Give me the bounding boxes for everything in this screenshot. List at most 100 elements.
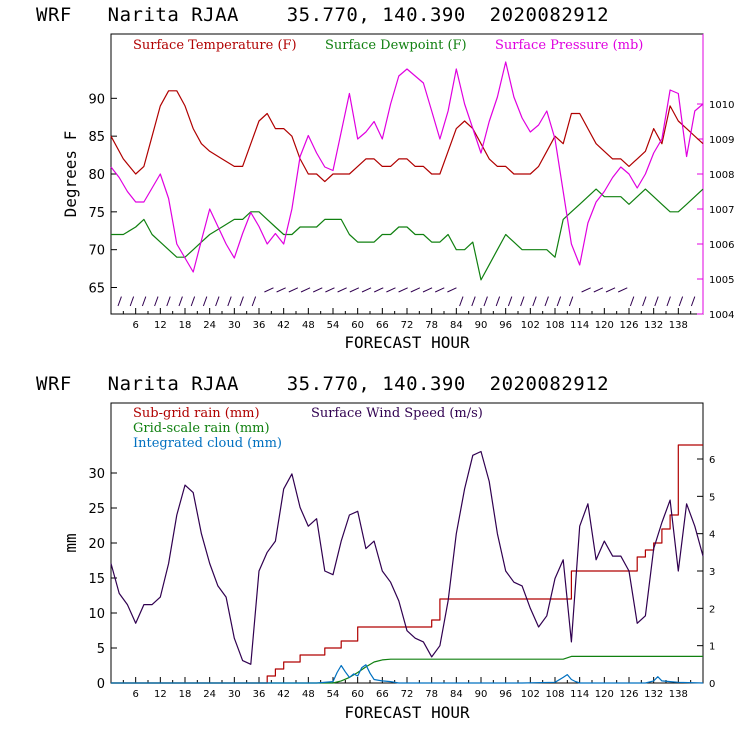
wind-barb <box>337 287 347 293</box>
wind-barb <box>654 296 659 307</box>
panel2-series <box>110 444 704 684</box>
series-sub-grid-rain-mm <box>111 444 703 684</box>
panel2-xlabel: FORECAST HOUR <box>344 703 470 722</box>
x-tick-label: 30 <box>228 689 241 700</box>
x-tick-label: 138 <box>669 689 688 700</box>
y-tick-label: 30 <box>88 467 105 482</box>
x-tick-label: 6 <box>132 320 138 331</box>
x-tick-label: 12 <box>154 320 167 331</box>
x-tick-label: 18 <box>179 689 192 700</box>
wind-barb <box>447 287 457 293</box>
wind-barb <box>166 296 171 307</box>
x-tick-label: 78 <box>425 689 438 700</box>
wind-barb <box>678 296 684 307</box>
x-tick-label: 90 <box>475 320 488 331</box>
y2-tick-label: 1008 <box>709 170 734 181</box>
wind-barb <box>227 296 232 307</box>
panel2-title: WRF Narita RJAA 35.770, 140.390 20200829… <box>36 373 609 395</box>
wind-barb <box>593 287 604 293</box>
wind-barb <box>325 287 335 293</box>
x-tick-label: 18 <box>179 320 192 331</box>
y2-tick-label: 6 <box>709 455 715 466</box>
y2-tick-label: 3 <box>709 567 715 578</box>
wind-barb <box>459 296 464 307</box>
x-tick-label: 102 <box>521 689 540 700</box>
series-integrated-cloud-mm <box>111 664 704 684</box>
x-tick-label: 126 <box>619 320 638 331</box>
x-tick-label: 120 <box>595 689 614 700</box>
x-tick-label: 36 <box>253 689 266 700</box>
x-tick-label: 114 <box>570 320 589 331</box>
panel2-ylabel: mm <box>61 533 80 552</box>
wind-barb <box>386 287 396 293</box>
panel2-axes: 6 12 18 24 30 36 42 48 54 60 66 72 78 84 90 96 102 108 114… <box>88 455 715 700</box>
wind-barb <box>312 287 323 293</box>
series-surface-wind-speed-m-s <box>110 450 704 665</box>
panel1-title: WRF Narita RJAA 35.770, 140.390 20200829… <box>36 4 609 26</box>
legend-pressure: Surface Pressure (mb) <box>495 38 643 53</box>
y-tick-label: 85 <box>88 130 105 145</box>
wind-barb <box>434 287 445 293</box>
x-tick-label: 96 <box>499 320 512 331</box>
x-tick-label: 66 <box>376 689 389 700</box>
wind-barb <box>349 287 360 293</box>
wind-barb <box>605 287 616 293</box>
wind-barb <box>398 287 408 293</box>
y-tick-label: 10 <box>88 607 105 622</box>
x-tick-label: 132 <box>644 689 663 700</box>
wind-barb <box>666 296 671 307</box>
y2-tick-label: 1010 <box>709 100 734 111</box>
wind-barb <box>141 296 147 307</box>
legend-subgrid-rain: Sub-grid rain (mm) <box>133 406 260 421</box>
y2-tick-label: 1 <box>709 642 715 653</box>
legend-integrated-cloud: Integrated cloud (mm) <box>133 436 282 451</box>
y2-tick-label: 0 <box>709 679 715 690</box>
wind-barb <box>264 287 274 293</box>
wind-barbs <box>117 287 696 307</box>
legend-wind-speed: Surface Wind Speed (m/s) <box>311 406 483 421</box>
x-tick-label: 24 <box>203 689 216 700</box>
wind-barb <box>544 296 549 307</box>
y-tick-label: 80 <box>88 168 105 183</box>
y-tick-label: 90 <box>88 92 105 107</box>
x-tick-label: 108 <box>545 689 564 700</box>
x-tick-label: 72 <box>401 689 414 700</box>
wind-barb <box>520 296 525 307</box>
wind-barb <box>642 296 647 307</box>
x-tick-label: 66 <box>376 320 389 331</box>
y2-tick-label: 1009 <box>709 135 734 146</box>
wind-barb <box>215 296 220 307</box>
y2-tick-label: 1007 <box>709 205 734 216</box>
wind-barb <box>629 296 635 307</box>
y2-tick-label: 5 <box>709 492 715 503</box>
x-tick-label: 108 <box>545 320 564 331</box>
x-tick-label: 48 <box>302 320 315 331</box>
wind-barb <box>483 296 488 307</box>
legend-temperature: Surface Temperature (F) <box>133 38 297 53</box>
series-surface-dewpoint-f <box>111 188 704 281</box>
wind-barb <box>373 287 384 293</box>
x-tick-label: 84 <box>450 689 463 700</box>
x-tick-label: 78 <box>425 320 438 331</box>
wind-barb <box>300 287 311 293</box>
panel-precipitation: WRF Narita RJAA 35.770, 140.390 20200829… <box>36 373 715 722</box>
wind-barb <box>117 296 122 307</box>
wind-barb <box>202 296 208 307</box>
x-tick-label: 132 <box>644 320 663 331</box>
wind-barb <box>507 296 513 307</box>
x-tick-label: 54 <box>327 320 340 331</box>
x-tick-label: 24 <box>203 320 216 331</box>
y2-tick-label: 1004 <box>709 310 734 321</box>
wind-barb <box>471 296 476 307</box>
series-surface-pressure-mb <box>110 61 704 273</box>
panel1-frame <box>110 33 704 315</box>
wind-barb <box>239 296 244 307</box>
wind-barb <box>581 287 591 293</box>
series-surface-temperature-f <box>110 90 704 183</box>
x-tick-label: 126 <box>619 689 638 700</box>
x-tick-label: 138 <box>669 320 688 331</box>
wind-barb <box>690 296 696 307</box>
panel1-ylabel: Degrees F <box>61 131 80 218</box>
y2-tick-label: 4 <box>709 530 715 541</box>
